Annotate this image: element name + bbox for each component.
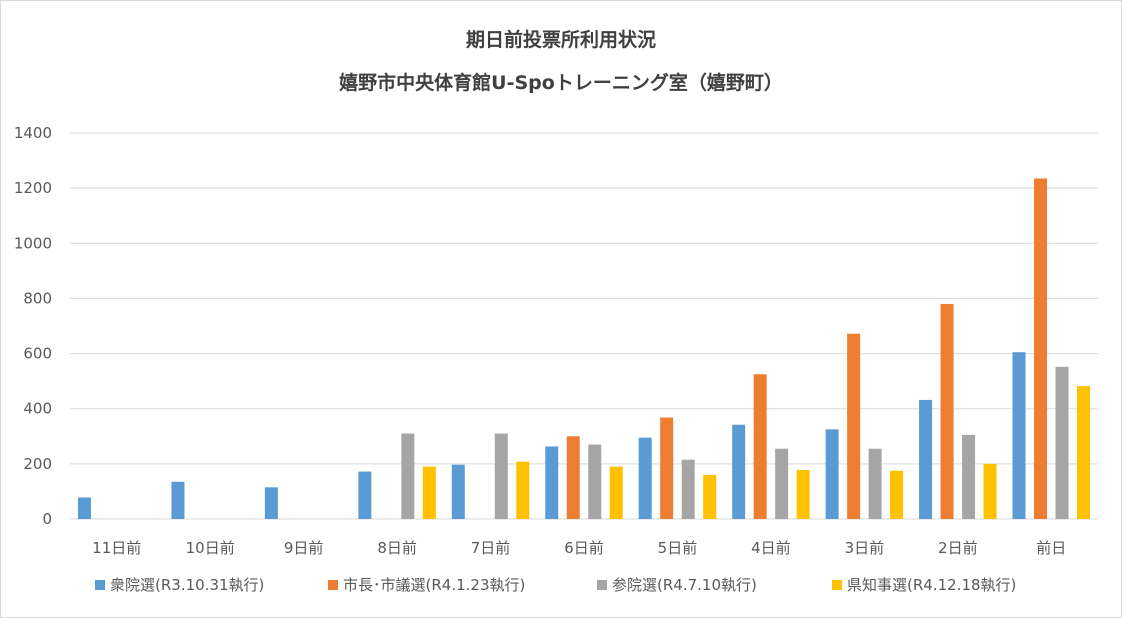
bar <box>732 424 746 519</box>
bar <box>919 399 933 519</box>
y-tick-label: 400 <box>23 400 52 418</box>
x-tick-label: 4日前 <box>751 539 791 557</box>
bar <box>1077 386 1091 519</box>
bar <box>588 444 602 519</box>
legend-swatch <box>95 580 105 590</box>
bar <box>890 470 904 519</box>
bars <box>77 178 1091 519</box>
bar <box>264 487 278 519</box>
x-axis-ticks: 11日前 10日前 9日前 8日前 7日前 6日前 5日前 4日前 3日前 2日前 前日 <box>92 539 1066 557</box>
x-tick-label: 6日前 <box>564 539 604 557</box>
y-tick-label: 1400 <box>14 124 52 142</box>
bar <box>681 459 695 519</box>
bar <box>609 466 623 519</box>
legend: 衆院選(R3.10.31執行) 市長･市議選(R4.1.23執行) 参院選(R4.7… <box>95 576 1016 594</box>
bar <box>401 433 415 519</box>
bar <box>358 471 372 519</box>
x-tick-label: 7日前 <box>471 539 511 557</box>
bar <box>825 429 839 519</box>
bar <box>753 374 767 519</box>
bar <box>638 437 652 519</box>
bar <box>494 433 508 519</box>
x-tick-label: 8日前 <box>377 539 417 557</box>
bar <box>796 469 810 519</box>
bar <box>77 497 91 519</box>
bar <box>940 303 954 519</box>
bar <box>962 434 976 519</box>
legend-label: 市長･市議選(R4.1.23執行) <box>343 576 525 594</box>
y-tick-label: 200 <box>23 455 52 473</box>
x-tick-label: 前日 <box>1036 539 1066 557</box>
bar <box>868 448 882 519</box>
y-tick-label: 0 <box>42 510 52 528</box>
bar <box>847 333 861 519</box>
legend-swatch <box>597 580 607 590</box>
bar <box>545 446 559 519</box>
legend-label: 衆院選(R3.10.31執行) <box>110 576 264 594</box>
legend-label: 県知事選(R4.12.18執行) <box>847 576 1016 594</box>
x-tick-label: 5日前 <box>658 539 698 557</box>
bar <box>566 436 580 519</box>
x-tick-label: 9日前 <box>284 539 324 557</box>
bar <box>660 417 674 519</box>
y-tick-label: 800 <box>23 289 52 307</box>
bar <box>703 474 717 519</box>
x-tick-label: 10日前 <box>186 539 235 557</box>
legend-label: 参院選(R4.7.10執行) <box>612 576 757 594</box>
bar <box>775 448 789 519</box>
bar <box>516 461 530 519</box>
legend-swatch <box>832 580 842 590</box>
x-tick-label: 2日前 <box>938 539 978 557</box>
bar <box>171 481 185 519</box>
bar <box>422 466 436 519</box>
y-tick-label: 1000 <box>14 234 52 252</box>
y-tick-label: 1200 <box>14 179 52 197</box>
bar <box>1055 366 1069 519</box>
chart-subtitle: 嬉野市中央体育館U-Spoトレーニング室（嬉野町） <box>339 71 783 94</box>
chart-title: 期日前投票所利用状況 <box>466 28 656 51</box>
x-tick-label: 11日前 <box>92 539 141 557</box>
x-tick-label: 3日前 <box>845 539 885 557</box>
bar <box>1012 352 1026 519</box>
legend-swatch <box>328 580 338 590</box>
bar <box>983 463 997 519</box>
bar <box>1034 178 1048 519</box>
bar <box>451 464 465 519</box>
y-tick-label: 600 <box>23 345 52 363</box>
y-axis-ticks: 0 200 400 600 800 1000 1200 1400 <box>14 124 52 528</box>
